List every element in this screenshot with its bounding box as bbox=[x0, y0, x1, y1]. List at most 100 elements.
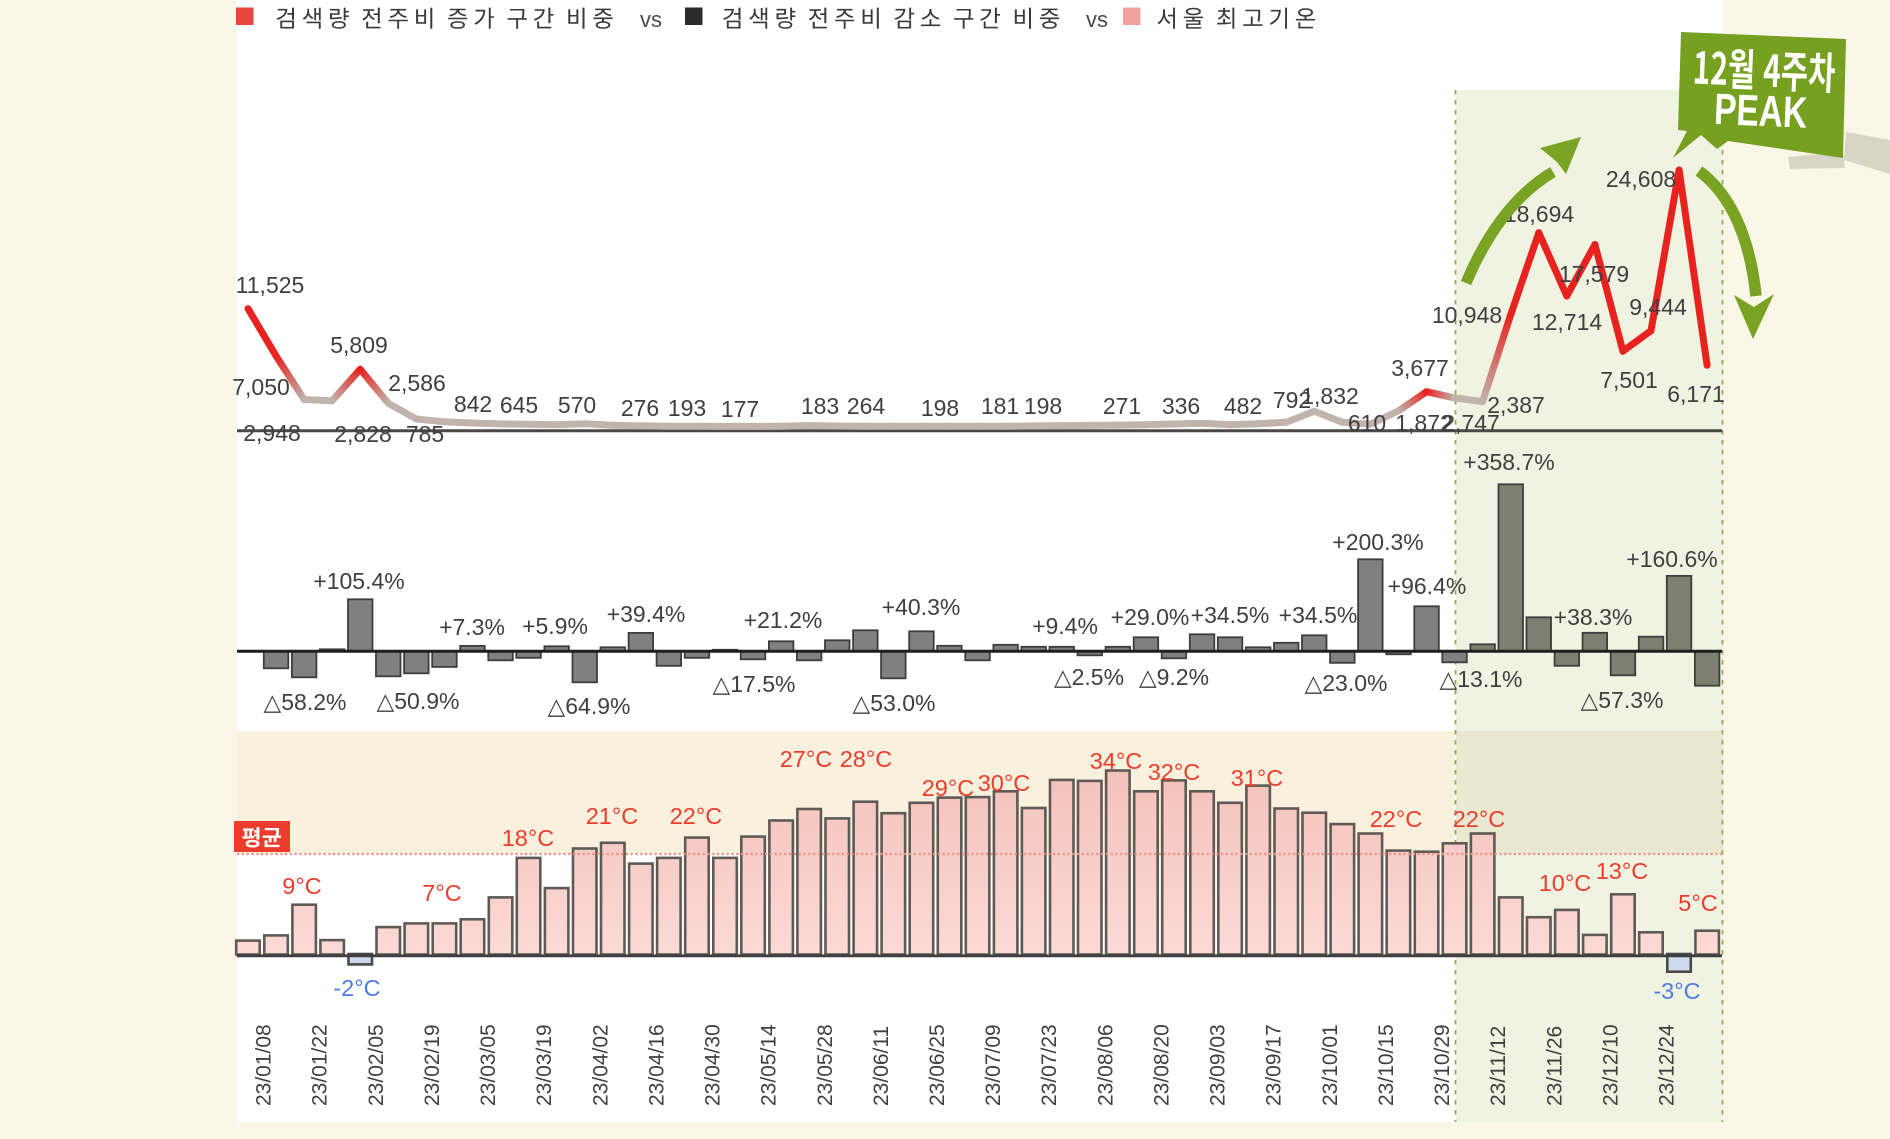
svg-text:+5.9%: +5.9% bbox=[522, 613, 588, 639]
svg-text:+38.3%: +38.3% bbox=[1554, 604, 1633, 630]
svg-text:570: 570 bbox=[558, 392, 596, 418]
svg-text:6,171: 6,171 bbox=[1667, 381, 1725, 407]
svg-text:2,586: 2,586 bbox=[388, 370, 446, 396]
svg-text:28°C: 28°C bbox=[840, 746, 893, 772]
svg-text:7,501: 7,501 bbox=[1600, 367, 1658, 393]
svg-text:23/04/16: 23/04/16 bbox=[645, 1024, 668, 1106]
svg-text:30°C: 30°C bbox=[978, 770, 1031, 796]
svg-text:23/10/01: 23/10/01 bbox=[1319, 1024, 1342, 1106]
svg-text:23/06/11: 23/06/11 bbox=[870, 1026, 893, 1106]
svg-text:vs: vs bbox=[640, 7, 662, 32]
svg-text:△9.2%: △9.2% bbox=[1139, 664, 1209, 690]
svg-text:23/09/17: 23/09/17 bbox=[1263, 1024, 1286, 1106]
svg-text:3,677: 3,677 bbox=[1391, 355, 1449, 381]
svg-text:29°C: 29°C bbox=[922, 775, 975, 801]
svg-text:9°C: 9°C bbox=[282, 873, 321, 899]
svg-text:1,832: 1,832 bbox=[1301, 383, 1359, 409]
svg-text:23/07/09: 23/07/09 bbox=[982, 1024, 1005, 1106]
svg-text:+21.2%: +21.2% bbox=[744, 607, 823, 633]
svg-text:198: 198 bbox=[921, 395, 959, 421]
svg-text:610: 610 bbox=[1348, 410, 1386, 436]
svg-text:5,809: 5,809 bbox=[330, 332, 388, 358]
svg-text:△53.0%: △53.0% bbox=[853, 690, 936, 716]
svg-text:842: 842 bbox=[454, 391, 492, 417]
svg-text:△50.9%: △50.9% bbox=[377, 688, 460, 714]
svg-text:198: 198 bbox=[1024, 393, 1062, 419]
svg-text:△64.9%: △64.9% bbox=[548, 693, 631, 719]
svg-text:32°C: 32°C bbox=[1148, 759, 1201, 785]
svg-text:22°C: 22°C bbox=[670, 803, 723, 829]
svg-text:23/10/15: 23/10/15 bbox=[1375, 1024, 1398, 1106]
svg-text:+34.5%: +34.5% bbox=[1191, 602, 1270, 628]
svg-text:5°C: 5°C bbox=[1678, 890, 1717, 916]
svg-text:+29.0%: +29.0% bbox=[1111, 604, 1190, 630]
svg-text:13°C: 13°C bbox=[1596, 858, 1649, 884]
svg-text:264: 264 bbox=[847, 393, 886, 419]
svg-text:23/12/10: 23/12/10 bbox=[1599, 1024, 1622, 1106]
svg-text:21°C: 21°C bbox=[586, 803, 639, 829]
svg-text:23/03/05: 23/03/05 bbox=[477, 1024, 500, 1106]
svg-text:23/01/08: 23/01/08 bbox=[253, 1024, 276, 1106]
svg-text:△58.2%: △58.2% bbox=[264, 689, 347, 715]
svg-text:17,579: 17,579 bbox=[1559, 261, 1629, 287]
svg-text:181: 181 bbox=[981, 393, 1019, 419]
svg-text:+9.4%: +9.4% bbox=[1032, 613, 1098, 639]
svg-text:10,948: 10,948 bbox=[1432, 302, 1502, 328]
svg-text:23/08/06: 23/08/06 bbox=[1094, 1024, 1117, 1106]
svg-text:276: 276 bbox=[621, 395, 659, 421]
svg-text:11,525: 11,525 bbox=[236, 272, 305, 298]
svg-text:9,444: 9,444 bbox=[1629, 294, 1687, 320]
svg-text:△17.5%: △17.5% bbox=[713, 671, 796, 697]
svg-text:-3°C: -3°C bbox=[1653, 978, 1700, 1004]
svg-text:23/11/26: 23/11/26 bbox=[1543, 1026, 1566, 1106]
svg-text:18°C: 18°C bbox=[502, 825, 555, 851]
svg-text:-2°C: -2°C bbox=[333, 975, 380, 1001]
svg-text:23/05/14: 23/05/14 bbox=[758, 1024, 781, 1106]
svg-text:23/07/23: 23/07/23 bbox=[1038, 1024, 1061, 1106]
svg-text:22°C: 22°C bbox=[1453, 806, 1506, 832]
svg-text:23/04/02: 23/04/02 bbox=[589, 1024, 612, 1106]
svg-text:2,828: 2,828 bbox=[334, 421, 392, 447]
svg-text:23/02/19: 23/02/19 bbox=[421, 1024, 444, 1106]
svg-text:23/03/19: 23/03/19 bbox=[533, 1024, 556, 1106]
svg-text:23/05/28: 23/05/28 bbox=[814, 1024, 837, 1106]
svg-text:34°C: 34°C bbox=[1090, 748, 1143, 774]
svg-text:+358.7%: +358.7% bbox=[1463, 449, 1554, 475]
svg-text:482: 482 bbox=[1224, 393, 1262, 419]
svg-text:+40.3%: +40.3% bbox=[882, 594, 961, 620]
svg-text:△13.1%: △13.1% bbox=[1440, 666, 1523, 692]
svg-text:23/09/03: 23/09/03 bbox=[1207, 1024, 1230, 1106]
svg-text:23/10/29: 23/10/29 bbox=[1431, 1024, 1454, 1106]
svg-text:+96.4%: +96.4% bbox=[1388, 573, 1467, 599]
svg-text:+200.3%: +200.3% bbox=[1332, 529, 1423, 555]
svg-text:336: 336 bbox=[1162, 393, 1200, 419]
svg-text:23/08/20: 23/08/20 bbox=[1151, 1024, 1174, 1106]
svg-text:+39.4%: +39.4% bbox=[607, 601, 686, 627]
svg-text:23/06/25: 23/06/25 bbox=[926, 1024, 949, 1106]
svg-text:785: 785 bbox=[406, 421, 444, 447]
svg-text:23/02/05: 23/02/05 bbox=[365, 1024, 388, 1106]
svg-text:+160.6%: +160.6% bbox=[1626, 546, 1717, 572]
svg-text:2,387: 2,387 bbox=[1487, 392, 1545, 418]
svg-text:△57.3%: △57.3% bbox=[1581, 687, 1664, 713]
svg-text:vs: vs bbox=[1086, 7, 1108, 32]
svg-text:+34.5%: +34.5% bbox=[1279, 602, 1358, 628]
svg-text:23/12/24: 23/12/24 bbox=[1656, 1024, 1679, 1106]
svg-text:7,050: 7,050 bbox=[232, 374, 290, 400]
svg-text:+105.4%: +105.4% bbox=[313, 568, 404, 594]
svg-text:23/11/12: 23/11/12 bbox=[1487, 1026, 1510, 1106]
svg-text:177: 177 bbox=[721, 396, 759, 422]
svg-text:22°C: 22°C bbox=[1370, 806, 1423, 832]
svg-text:31°C: 31°C bbox=[1231, 765, 1284, 791]
svg-text:271: 271 bbox=[1103, 393, 1141, 419]
svg-text:12,714: 12,714 bbox=[1532, 309, 1603, 335]
svg-text:183: 183 bbox=[801, 393, 839, 419]
svg-text:24,608: 24,608 bbox=[1606, 166, 1676, 192]
svg-text:10°C: 10°C bbox=[1539, 870, 1592, 896]
svg-text:23/04/30: 23/04/30 bbox=[702, 1024, 725, 1106]
svg-text:2,948: 2,948 bbox=[243, 420, 301, 446]
svg-text:193: 193 bbox=[668, 395, 706, 421]
svg-text:7°C: 7°C bbox=[422, 880, 461, 906]
svg-text:+7.3%: +7.3% bbox=[439, 614, 505, 640]
svg-text:645: 645 bbox=[500, 392, 538, 418]
